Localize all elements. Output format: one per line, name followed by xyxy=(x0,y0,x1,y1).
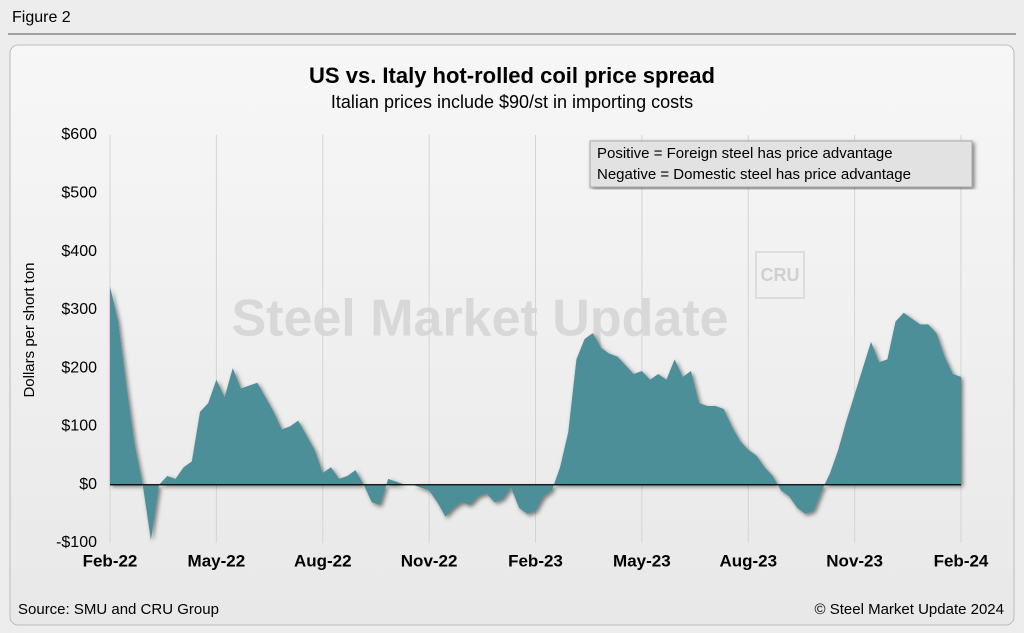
area xyxy=(110,286,961,541)
y-tick-label: $100 xyxy=(61,418,97,435)
x-tick-label: Nov-23 xyxy=(826,551,883,570)
y-tick-label: $600 xyxy=(61,126,97,143)
x-tick-label: Feb-24 xyxy=(934,551,989,570)
copyright: © Steel Market Update 2024 xyxy=(815,601,1005,618)
x-tick-label: May-22 xyxy=(188,551,246,570)
y-tick-label: -$100 xyxy=(56,534,97,551)
y-tick-label: $500 xyxy=(61,185,97,202)
x-tick-label: May-23 xyxy=(613,551,671,570)
x-tick-label: Feb-23 xyxy=(508,551,563,570)
annotation: Negative = Domestic steel has price adva… xyxy=(597,166,911,183)
watermark: Steel Market Update xyxy=(231,290,728,348)
y-tick-label: $0 xyxy=(79,476,97,493)
chart-title: US vs. Italy hot-rolled coil price sprea… xyxy=(309,63,715,88)
y-axis-label: Dollars per short ton xyxy=(21,262,38,397)
x-tick-label: Nov-22 xyxy=(401,551,458,570)
annotation: Positive = Foreign steel has price advan… xyxy=(597,145,893,162)
x-tick-label: Aug-23 xyxy=(719,551,777,570)
x-tick-label: Feb-22 xyxy=(83,551,138,570)
y-tick-label: $400 xyxy=(61,243,97,260)
y-tick-label: $300 xyxy=(61,301,97,318)
y-tick-label: $200 xyxy=(61,359,97,376)
chart-subtitle: Italian prices include $90/st in importi… xyxy=(331,92,693,112)
watermark: CRU xyxy=(761,265,800,285)
x-tick-label: Aug-22 xyxy=(294,551,352,570)
legend-box xyxy=(589,140,973,188)
watermark-box xyxy=(755,251,805,299)
source: Source: SMU and CRU Group xyxy=(18,601,219,618)
figure-label: Figure 2 xyxy=(12,9,71,26)
